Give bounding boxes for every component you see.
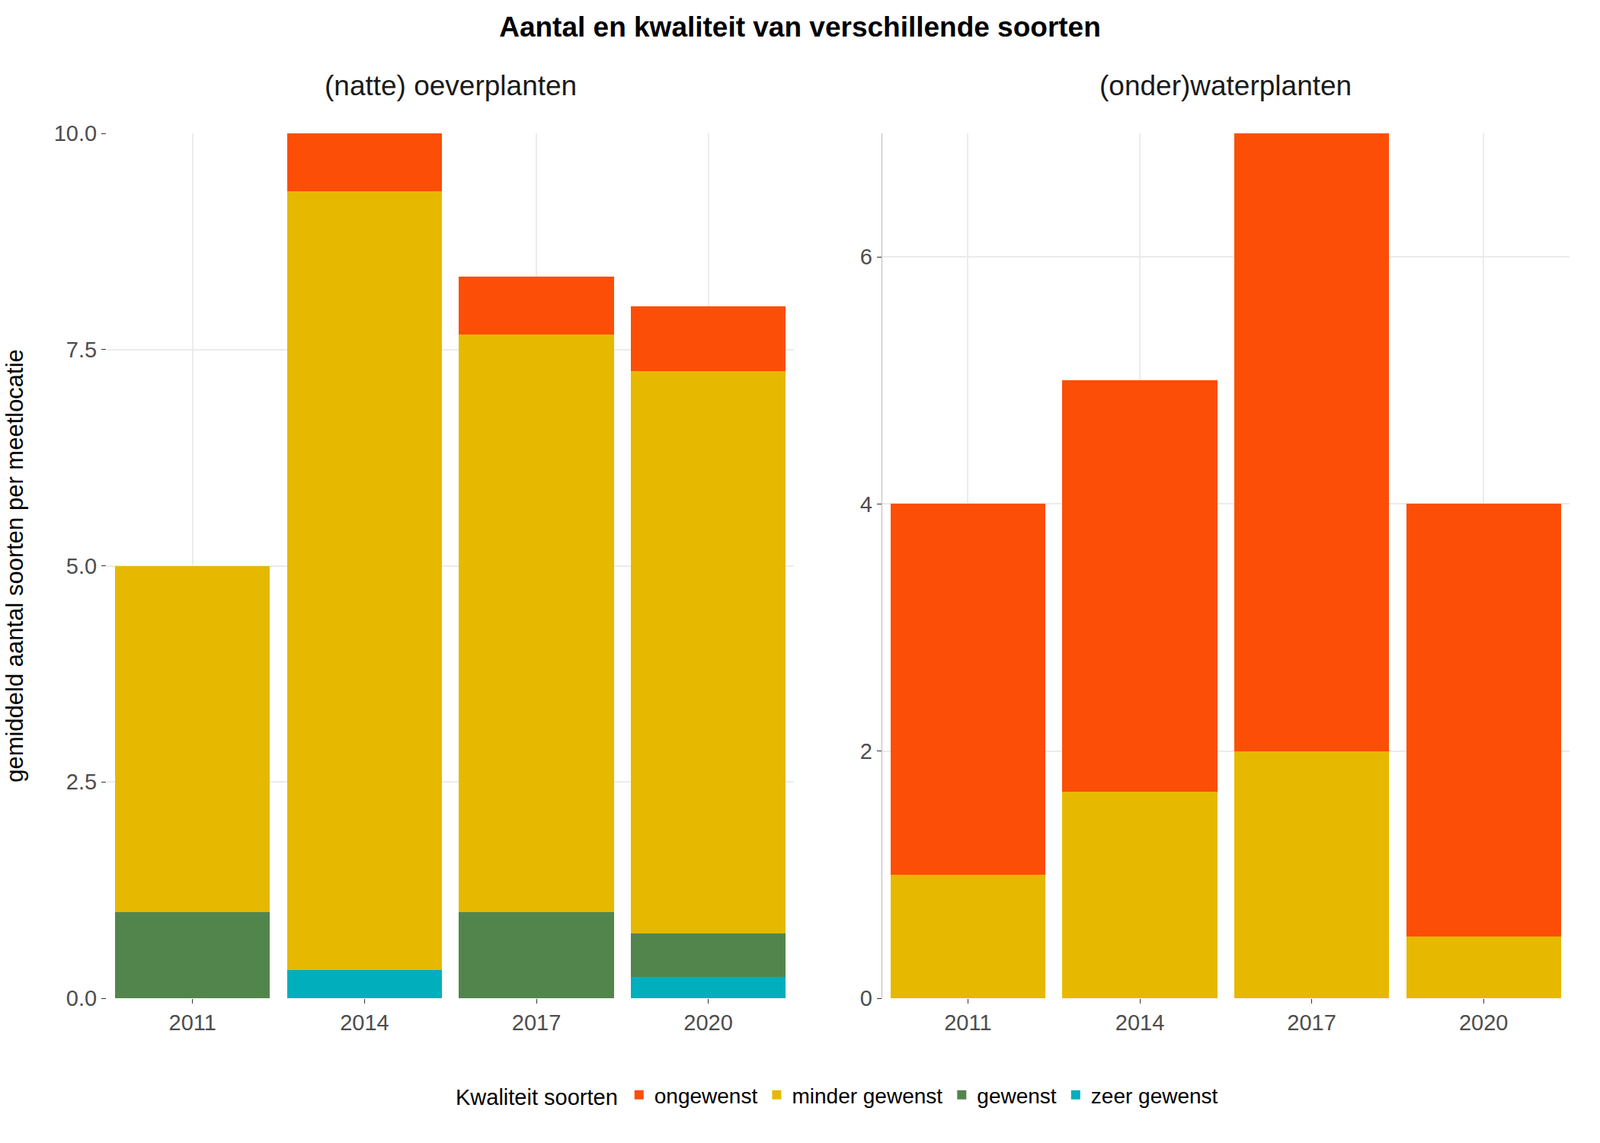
svg-text:Aantal en kwaliteit van versch: Aantal en kwaliteit van verschillende so…: [499, 11, 1101, 43]
svg-text:2017: 2017: [512, 1010, 562, 1035]
svg-text:0.0: 0.0: [66, 985, 97, 1011]
svg-text:gewenst: gewenst: [976, 1084, 1057, 1108]
svg-text:10.0: 10.0: [54, 121, 97, 146]
svg-text:2020: 2020: [1459, 1010, 1509, 1035]
svg-text:zeer gewenst: zeer gewenst: [1091, 1084, 1219, 1108]
svg-text:minder gewenst: minder gewenst: [791, 1084, 943, 1108]
svg-text:ongewenst: ongewenst: [654, 1084, 759, 1108]
svg-text:(onder)waterplanten: (onder)waterplanten: [1099, 70, 1352, 102]
svg-text:gemiddeld aantal soorten per m: gemiddeld aantal soorten per meetlocatie: [1, 348, 29, 783]
svg-text:4: 4: [860, 492, 873, 517]
svg-text:(natte) oeverplanten: (natte) oeverplanten: [324, 70, 577, 102]
svg-text:2011: 2011: [169, 1010, 217, 1035]
svg-text:2: 2: [860, 739, 873, 764]
svg-text:Kwaliteit soorten: Kwaliteit soorten: [455, 1084, 618, 1110]
svg-text:2.5: 2.5: [66, 769, 97, 794]
svg-text:2017: 2017: [1286, 1010, 1337, 1035]
svg-text:2014: 2014: [339, 1010, 390, 1035]
svg-text:7.5: 7.5: [66, 337, 97, 362]
svg-text:0: 0: [860, 985, 873, 1011]
svg-text:2011: 2011: [944, 1010, 992, 1035]
svg-text:2014: 2014: [1115, 1010, 1165, 1035]
svg-text:5.0: 5.0: [66, 553, 97, 579]
svg-text:6: 6: [860, 244, 873, 269]
svg-text:2020: 2020: [683, 1010, 733, 1035]
